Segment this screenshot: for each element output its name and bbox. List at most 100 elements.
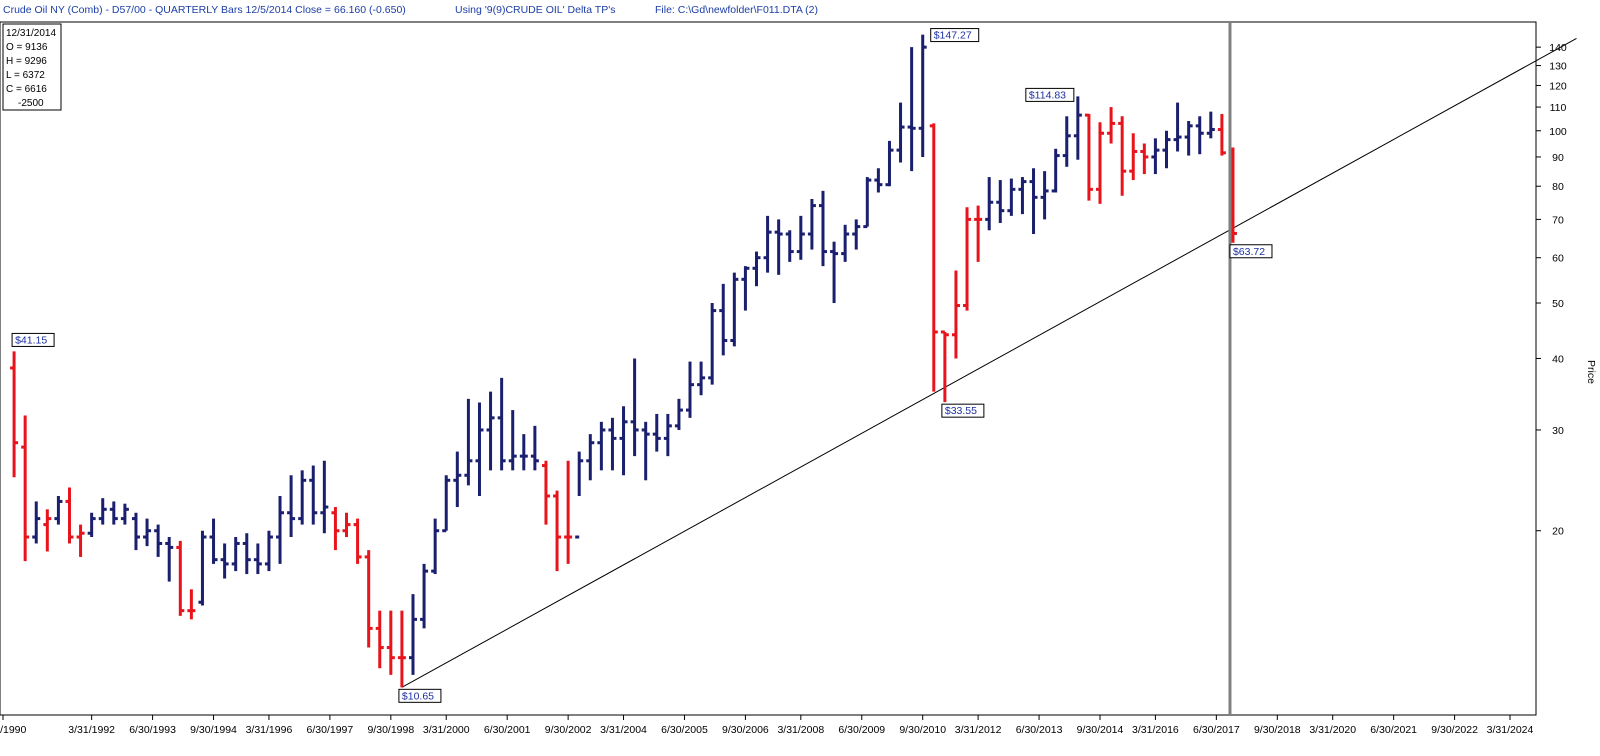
ohlc-bar	[431, 518, 440, 575]
ohlc-bar	[10, 351, 19, 478]
ohlc-bar	[996, 180, 1005, 223]
ohlc-bar	[98, 498, 107, 525]
x-tick-label: 3/31/1992	[68, 724, 115, 736]
chart-title: Crude Oil NY (Comb) - D57/00 - QUARTERLY…	[3, 4, 406, 16]
ohlc-bar	[386, 610, 395, 675]
ohlc-bar	[408, 594, 417, 675]
info-high: H = 9296	[6, 56, 47, 67]
ohlc-bar	[309, 465, 318, 525]
price-callout: $10.65	[398, 688, 442, 703]
ohlc-bar	[863, 177, 872, 229]
plot-area[interactable]	[0, 21, 1537, 716]
ohlc-bar	[553, 490, 562, 572]
info-value: -2500	[18, 98, 44, 109]
x-tick-label: 3/31/2000	[423, 724, 470, 736]
ohlc-bar	[342, 512, 351, 538]
x-tick-label: 6/30/1993	[129, 724, 176, 736]
ohlc-bar	[120, 503, 129, 525]
ohlc-bar	[331, 507, 340, 551]
ohlc-bar	[575, 451, 584, 539]
ohlc-bar	[940, 330, 949, 403]
ohlc-bar	[697, 361, 706, 396]
ohlc-bar	[974, 205, 983, 262]
ohlc-bar	[453, 451, 462, 508]
file-label: File: C:\Gd\newfolder\F011.DTA (2)	[655, 4, 819, 16]
ohlc-bar	[442, 475, 451, 533]
y-tick-label: 60	[1552, 253, 1564, 265]
price-callout-box	[1025, 87, 1075, 102]
info-open: O = 9136	[6, 42, 48, 53]
price-callout-label: $41.15	[15, 334, 47, 346]
ohlc-bar	[32, 501, 41, 544]
ohlc-bar	[1195, 116, 1204, 155]
y-tick-label: 50	[1552, 298, 1564, 310]
x-tick-label: 3/31/2016	[1132, 724, 1179, 736]
info-close: C = 6616	[6, 84, 47, 95]
ohlc-bar	[586, 434, 595, 481]
ohlc-bar	[763, 215, 772, 273]
price-callout: $63.72	[1229, 244, 1273, 259]
ohlc-bar	[187, 589, 196, 620]
x-tick-label: 9/30/2002	[545, 724, 592, 736]
info-date: 12/31/2014	[6, 28, 56, 39]
x-tick-label: 9/30/2018	[1254, 724, 1301, 736]
ohlc-bar	[420, 563, 429, 629]
price-callout-label: $10.65	[402, 690, 434, 702]
ohlc-bar	[830, 241, 839, 304]
ohlc-bar	[874, 168, 883, 193]
ohlc-bar	[918, 34, 927, 157]
x-tick-label: 3/31/1996	[246, 724, 293, 736]
y-tick-label: 120	[1549, 80, 1567, 92]
ohlc-bar	[896, 102, 905, 163]
x-tick-label: 6/30/2005	[661, 724, 708, 736]
x-tick-label: 6/30/2009	[838, 724, 885, 736]
ohlc-bar	[852, 219, 861, 250]
ohlc-bar	[785, 230, 794, 262]
ohlc-bar	[1040, 171, 1049, 220]
x-tick-label: 3/31/2024	[1487, 724, 1534, 736]
ohlc-bar	[1206, 111, 1215, 139]
y-tick-label: 140	[1549, 42, 1567, 54]
callout-layer: $41.15 $10.65 $147.27 $33.55 $114.83 $63.72	[11, 28, 1273, 703]
ohlc-bar	[76, 524, 85, 557]
ohlc-bar	[686, 361, 695, 418]
ohlc-bar	[298, 470, 307, 525]
price-callout-label: $63.72	[1233, 246, 1265, 258]
x-tick-label: 6/30/2001	[484, 724, 531, 736]
ohlc-bar	[231, 537, 240, 572]
ohlc-bar	[65, 487, 74, 544]
ohlc-bar	[564, 460, 573, 564]
ohlc-bar	[1007, 178, 1016, 216]
ohlc-bar	[87, 512, 96, 538]
ohlc-bar	[608, 417, 617, 471]
ohlc-bar	[951, 270, 960, 359]
x-tick-label: 9/30/1994	[190, 724, 237, 736]
trendline-layer	[401, 37, 1577, 688]
ohlc-bar	[320, 460, 329, 534]
price-callout-label: $114.83	[1029, 89, 1066, 101]
x-tick-label: 3/31/2020	[1309, 724, 1356, 736]
x-axis: 3/31/1990 3/31/1992 6/30/1993 9/30/1994 3/31…	[0, 715, 1534, 736]
info-box: 12/31/2014 O = 9136 H = 9296 L = 6372 C …	[2, 23, 62, 111]
ohlc-bar	[165, 537, 174, 582]
trendline[interactable]	[401, 37, 1577, 688]
ohlc-bar	[264, 530, 273, 572]
ohlc-bar	[1107, 107, 1116, 144]
ohlc-bar	[1217, 113, 1226, 156]
ohlc-bar	[1051, 148, 1060, 193]
x-tick-label: 3/31/2008	[777, 724, 824, 736]
ohlc-bar	[21, 415, 30, 562]
ohlc-bar	[131, 512, 140, 551]
ohlc-bar	[752, 251, 761, 287]
x-tick-label: 9/30/2010	[899, 724, 946, 736]
ohlc-bar	[519, 434, 528, 471]
ohlc-bar	[1073, 96, 1082, 160]
ohlc-bar	[719, 283, 728, 356]
ohlc-bar	[276, 495, 285, 564]
ohlc-bar	[963, 207, 972, 311]
ohlc-bar	[1062, 116, 1071, 167]
ohlc-bar	[364, 550, 373, 648]
ohlc-bar	[475, 402, 484, 496]
ohlc-bar	[375, 610, 384, 669]
